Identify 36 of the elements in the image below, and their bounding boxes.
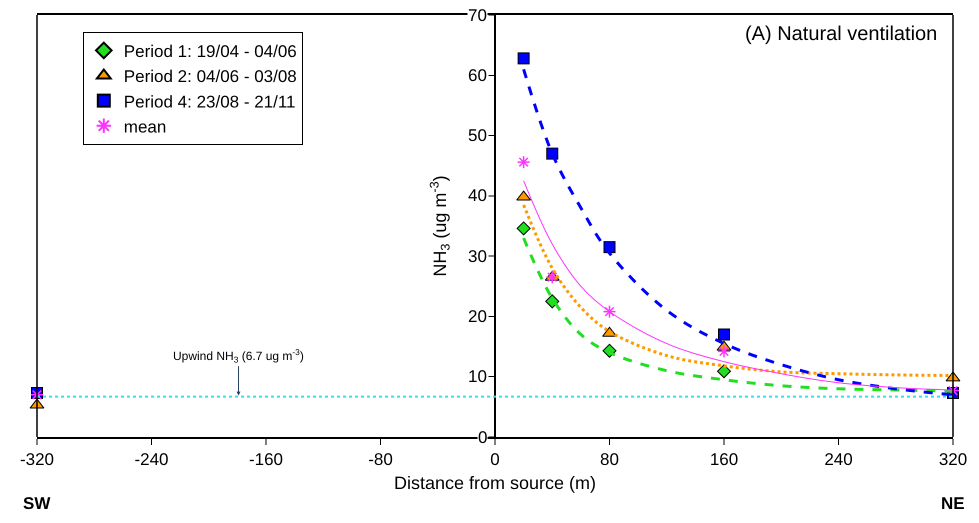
text: SW: [23, 494, 52, 513]
point: [717, 344, 731, 358]
y-tick-label: 30: [468, 247, 487, 266]
y-tick-label: 70: [468, 6, 487, 25]
x-tick-label: 0: [490, 450, 500, 470]
y-tick-label: 60: [468, 66, 487, 85]
y-tick-label: 0: [478, 428, 488, 447]
x-tick-label: -320: [20, 450, 54, 470]
x-tick-label: 240: [824, 450, 853, 470]
y-tick-label: 20: [468, 307, 487, 326]
x-tick-label: 80: [600, 450, 619, 470]
point: [602, 304, 616, 318]
annotation: (A) Natural ventilation: [745, 23, 938, 45]
y-tick-label: 10: [468, 367, 487, 386]
point: [546, 270, 559, 284]
legend-label: mean: [124, 117, 166, 136]
y-tick-label: 50: [468, 126, 487, 145]
y-tick-label: 40: [468, 186, 487, 205]
ref-line-label: Upwind NH$_{3}$ (6.7 ug m$^{-3}$): [173, 347, 304, 365]
point: [545, 294, 560, 308]
point: [516, 221, 531, 236]
x-tick-label: -160: [248, 450, 284, 470]
point: [718, 328, 730, 341]
legend-label: Period 1: 19/04 - 04/06: [124, 42, 297, 62]
x-tick-label: -240: [134, 450, 169, 470]
point: [518, 52, 530, 64]
legend-label: Period 4: 23/08 - 21/11: [124, 92, 296, 112]
text: NE: [941, 494, 965, 513]
point: [30, 388, 44, 402]
x-tick-label: 320: [938, 450, 968, 470]
point: [516, 155, 530, 169]
point: [717, 364, 731, 378]
legend-label: Period 2: 04/06 - 03/08: [124, 67, 297, 86]
x-tick-label: 160: [710, 450, 738, 470]
x-axis-title: Distance from source (m): [394, 472, 596, 493]
x-tick-label: -80: [368, 450, 393, 470]
